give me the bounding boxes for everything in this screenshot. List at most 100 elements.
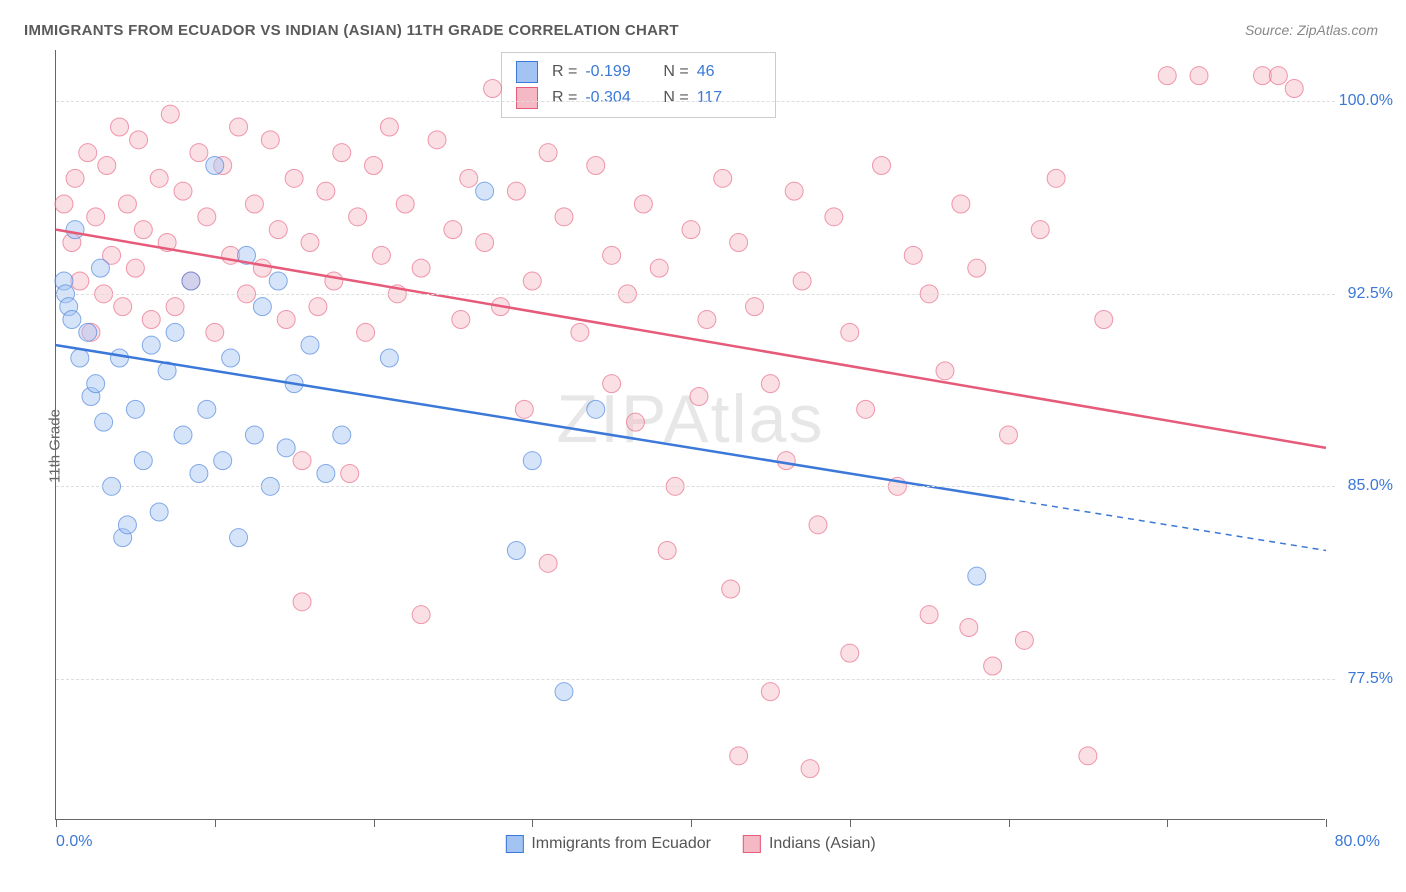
- scatter-point: [730, 234, 748, 252]
- scatter-point: [230, 118, 248, 136]
- scatter-point: [952, 195, 970, 213]
- scatter-point: [285, 169, 303, 187]
- scatter-point: [317, 182, 335, 200]
- legend-label-indian: Indians (Asian): [769, 835, 876, 853]
- scatter-point: [71, 272, 89, 290]
- scatter-point: [690, 388, 708, 406]
- scatter-point: [801, 760, 819, 778]
- scatter-point: [245, 195, 263, 213]
- scatter-point: [1158, 67, 1176, 85]
- scatter-point: [166, 323, 184, 341]
- scatter-point: [809, 516, 827, 534]
- x-tick: [1167, 819, 1168, 827]
- gridline: [56, 679, 1335, 680]
- swatch-sm-ecuador: [505, 835, 523, 853]
- scatter-point: [412, 259, 430, 277]
- scatter-point: [452, 311, 470, 329]
- scatter-point: [357, 323, 375, 341]
- scatter-point: [333, 144, 351, 162]
- scatter-point: [476, 234, 494, 252]
- x-tick: [374, 819, 375, 827]
- source-attribution: Source: ZipAtlas.com: [1245, 22, 1378, 38]
- scatter-point: [1190, 67, 1208, 85]
- scatter-point: [166, 298, 184, 316]
- scatter-point: [79, 144, 97, 162]
- scatter-point: [198, 400, 216, 418]
- scatter-point: [71, 349, 89, 367]
- scatter-point: [658, 542, 676, 560]
- scatter-point: [626, 413, 644, 431]
- x-tick-label-max: 80.0%: [1335, 833, 1380, 851]
- scatter-point: [66, 169, 84, 187]
- scatter-point: [150, 503, 168, 521]
- scatter-point: [111, 118, 129, 136]
- scatter-point: [269, 221, 287, 239]
- legend-item-indian: Indians (Asian): [743, 835, 876, 853]
- scatter-point: [190, 465, 208, 483]
- scatter-point: [349, 208, 367, 226]
- scatter-point: [634, 195, 652, 213]
- scatter-point: [857, 400, 875, 418]
- scatter-point: [1000, 426, 1018, 444]
- y-tick-label: 77.5%: [1348, 670, 1393, 688]
- legend-item-ecuador: Immigrants from Ecuador: [505, 835, 711, 853]
- swatch-sm-indian: [743, 835, 761, 853]
- scatter-point: [214, 452, 232, 470]
- series-legend: Immigrants from Ecuador Indians (Asian): [505, 835, 875, 853]
- scatter-point: [539, 144, 557, 162]
- scatter-point: [222, 349, 240, 367]
- scatter-point: [841, 644, 859, 662]
- scatter-point: [114, 298, 132, 316]
- x-tick: [691, 819, 692, 827]
- scatter-point: [277, 439, 295, 457]
- scatter-point: [793, 272, 811, 290]
- chart-container: IMMIGRANTS FROM ECUADOR VS INDIAN (ASIAN…: [0, 0, 1406, 892]
- scatter-point: [79, 323, 97, 341]
- y-tick-label: 92.5%: [1348, 285, 1393, 303]
- scatter-point: [301, 234, 319, 252]
- scatter-point: [253, 259, 271, 277]
- scatter-point: [118, 195, 136, 213]
- y-tick-label: 85.0%: [1348, 477, 1393, 495]
- scatter-point: [841, 323, 859, 341]
- trend-line-indian: [56, 230, 1326, 448]
- scatter-point: [293, 593, 311, 611]
- x-tick: [1326, 819, 1327, 827]
- scatter-point: [63, 311, 81, 329]
- scatter-point: [380, 349, 398, 367]
- scatter-point: [722, 580, 740, 598]
- scatter-point: [587, 400, 605, 418]
- scatter-point: [1015, 631, 1033, 649]
- x-tick: [532, 819, 533, 827]
- x-tick: [56, 819, 57, 827]
- plot-svg: [56, 50, 1325, 819]
- scatter-point: [1095, 311, 1113, 329]
- scatter-point: [55, 195, 73, 213]
- scatter-point: [904, 246, 922, 264]
- x-tick-label-min: 0.0%: [56, 833, 92, 851]
- scatter-point: [150, 169, 168, 187]
- scatter-point: [341, 465, 359, 483]
- scatter-point: [365, 157, 383, 175]
- scatter-point: [603, 246, 621, 264]
- scatter-point: [190, 144, 208, 162]
- scatter-point: [428, 131, 446, 149]
- scatter-point: [333, 426, 351, 444]
- gridline: [56, 101, 1335, 102]
- scatter-point: [111, 349, 129, 367]
- scatter-point: [1047, 169, 1065, 187]
- scatter-point: [1269, 67, 1287, 85]
- scatter-point: [539, 554, 557, 572]
- scatter-point: [936, 362, 954, 380]
- scatter-point: [126, 259, 144, 277]
- scatter-point: [730, 747, 748, 765]
- scatter-point: [587, 157, 605, 175]
- scatter-point: [95, 413, 113, 431]
- scatter-point: [1254, 67, 1272, 85]
- scatter-point: [98, 157, 116, 175]
- scatter-point: [161, 105, 179, 123]
- scatter-point: [460, 169, 478, 187]
- scatter-point: [507, 182, 525, 200]
- scatter-point: [960, 619, 978, 637]
- scatter-point: [301, 336, 319, 354]
